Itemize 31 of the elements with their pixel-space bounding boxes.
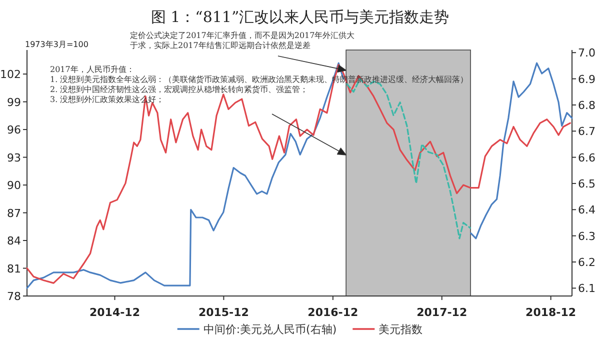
y-tick-label: 96 bbox=[7, 124, 21, 137]
y2-tick-label: 6.3 bbox=[578, 230, 596, 243]
y2-tick-label: 6.4 bbox=[578, 204, 596, 217]
y2-tick-label: 6.9 bbox=[578, 72, 596, 86]
y2-tick-label: 6.2 bbox=[578, 256, 596, 269]
annotation: 2. 没想到中国经济韧性这么强，宏观调控从稳增长转向紧货币、强监管； bbox=[50, 85, 310, 95]
x-tick-label: 2017-12 bbox=[416, 306, 468, 319]
legend-label: 美元指数 bbox=[378, 323, 423, 336]
y-tick-label: 84 bbox=[7, 234, 21, 248]
y-tick-label: 78 bbox=[7, 290, 21, 303]
legend-label: 中间价:美元兑人民币(右轴) bbox=[203, 323, 337, 336]
y-tick-label: 93 bbox=[7, 151, 21, 164]
y2-tick-label: 6.7 bbox=[578, 125, 596, 138]
chart-title: 图 1：“811”汇改以来人民币与美元指数走势 bbox=[150, 8, 450, 26]
y-tick-label: 81 bbox=[7, 262, 21, 276]
x-tick-label: 2014-12 bbox=[90, 306, 140, 319]
y-tick-label: 87 bbox=[7, 206, 21, 220]
x-tick-label: 2016-12 bbox=[308, 306, 358, 319]
y-tick-label: 90 bbox=[7, 179, 21, 192]
x-tick-label: 2015-12 bbox=[198, 306, 249, 319]
y-tick-label: 99 bbox=[7, 96, 21, 109]
y2-tick-label: 6.1 bbox=[578, 282, 596, 296]
annotation: 定价公式决定了2017年汇率升值，而不是因为2017年外汇供大于求，实际上2017年结售汇即远期合计依然是逆差 bbox=[130, 31, 355, 51]
y2-tick-label: 6.6 bbox=[578, 151, 596, 164]
y2-tick-label: 7.0 bbox=[578, 46, 596, 60]
y-tick-label: 102 bbox=[0, 68, 21, 82]
x-tick-label: 2018-12 bbox=[526, 306, 576, 319]
y-axis-title: 1973年3月=100 bbox=[25, 40, 88, 49]
y2-tick-label: 6.8 bbox=[578, 98, 596, 112]
annotation: 2017年，人民币升值： bbox=[50, 65, 136, 75]
y2-tick-label: 6.5 bbox=[578, 177, 596, 190]
